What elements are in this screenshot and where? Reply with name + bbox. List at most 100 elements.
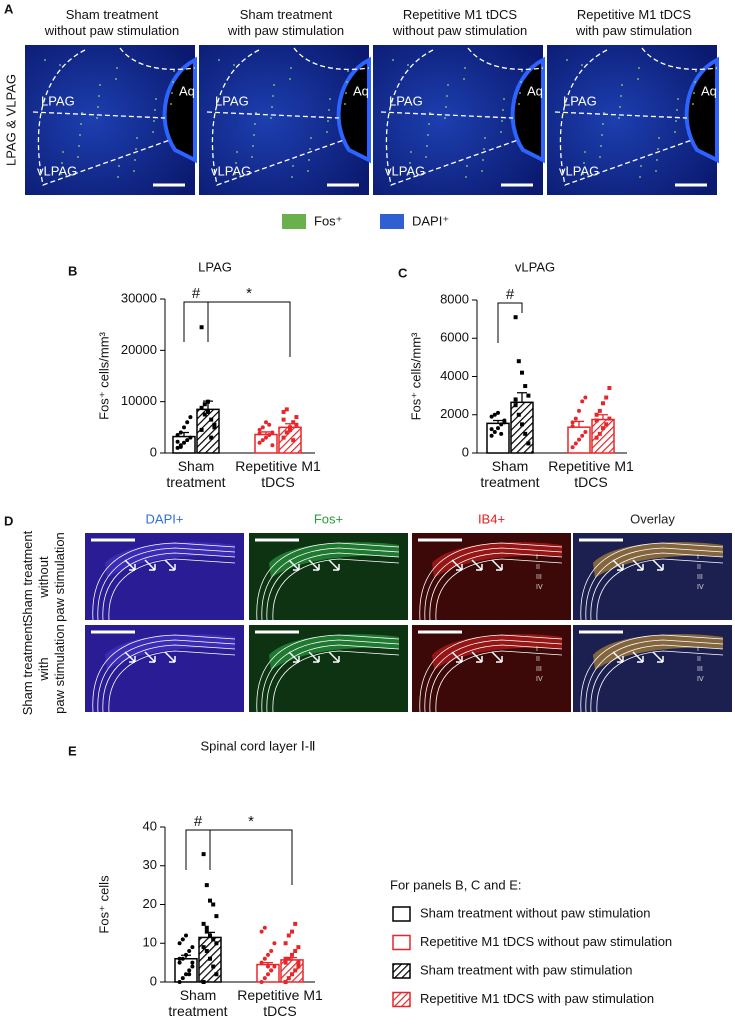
significance-mark: * [248,813,254,830]
fos-speck [327,120,329,122]
region-outline [554,111,688,119]
fos-speck [118,165,120,167]
data-point [187,949,192,953]
data-point [489,414,494,419]
data-point [526,393,531,398]
image-title: Sham treatment with paw stimulation [227,7,345,38]
fos-speck [326,131,328,133]
chart-title: LPAG [198,259,232,274]
region-label: Aq [353,83,369,98]
region-label: vLPAG [559,163,599,178]
fos-speck [235,162,237,164]
fos-speck [344,103,346,105]
fos-speck [694,81,696,83]
lamina-outline [585,547,724,621]
data-point [267,433,272,438]
legend-label: Repetitive M1 tDCS without paw stimulati… [420,934,672,949]
micrograph [85,625,244,713]
fos-speck [676,109,678,111]
data-point [262,925,267,930]
fos-speck [619,106,621,108]
aqueduct [162,56,197,164]
image-title: Repetitive M1 tDCS with paw stimulation [575,7,693,38]
aqueduct [336,56,371,164]
y-tick-label: 8000 [440,291,469,306]
fos-speck [693,92,695,94]
layer-label: III [697,574,703,581]
fos-speck [463,78,465,80]
fos-speck [407,64,409,66]
data-point [206,399,210,404]
data-point [492,412,497,417]
region-outline [559,49,693,186]
data-point [214,914,219,919]
fos-speck [445,106,447,108]
fos-speck [695,70,697,72]
data-point [212,425,217,430]
fos-speck [501,120,503,122]
micrograph: LPAG vLPAG Aq [25,45,197,195]
layer-label: I [697,646,699,653]
data-point [180,937,185,942]
lamina-outline [102,644,236,713]
legend-title: For panels B, C and E: [390,877,522,892]
fos-speck [483,148,485,150]
fos-speck [155,98,157,100]
error-bar [261,431,271,435]
fos-speck [307,170,309,172]
data-point [266,964,270,969]
data-point [580,399,585,404]
data-point [259,929,264,934]
row-label: Sham treatment without paw stimulation [20,530,67,623]
fos-speck [484,137,486,139]
data-point [288,425,292,430]
y-tick-label: 2000 [440,406,469,421]
data-point [184,972,188,977]
fos-speck [80,123,82,125]
fos-speck [583,162,585,164]
lamina-outline [97,547,236,621]
y-tick-label: 4000 [440,368,469,383]
y-axis-label: Fos⁺ cells [96,875,111,934]
fos-speck [503,98,505,100]
fos-speck [392,59,394,61]
fos-speck [290,67,292,69]
data-point [489,427,494,432]
stain-swatch [282,214,306,229]
data-point [281,417,286,422]
data-point [264,420,268,425]
dorsal-band [269,634,399,670]
data-point [184,933,188,938]
image-title: Repetitive M1 tDCS without paw stimulati… [392,7,528,38]
micrograph [249,625,408,713]
y-tick-label: 30 [143,857,157,872]
data-point [520,422,524,427]
data-point [188,415,193,420]
arrow [328,559,340,571]
data-point [290,929,294,934]
data-point [175,433,180,438]
fos-speck [255,112,257,114]
data-point [204,883,209,888]
data-point [201,852,206,857]
fos-speck [603,112,605,114]
fos-speck [133,170,135,172]
significance-bracket [209,829,293,885]
layer-label: IV [697,676,704,683]
data-point [187,972,192,977]
data-point [257,440,262,445]
data-point [182,425,186,430]
lamina-outline [256,542,400,621]
x-tick-label: Repetitive M1 tDCS [237,987,323,1019]
data-point [211,902,216,907]
data-point [178,430,183,435]
data-point [177,956,182,961]
data-point [199,325,204,330]
data-point [190,945,195,950]
arrow [632,559,644,571]
data-point [284,407,289,412]
fos-speck [96,117,98,119]
data-point [290,952,294,957]
panel-letter: C [398,265,408,280]
